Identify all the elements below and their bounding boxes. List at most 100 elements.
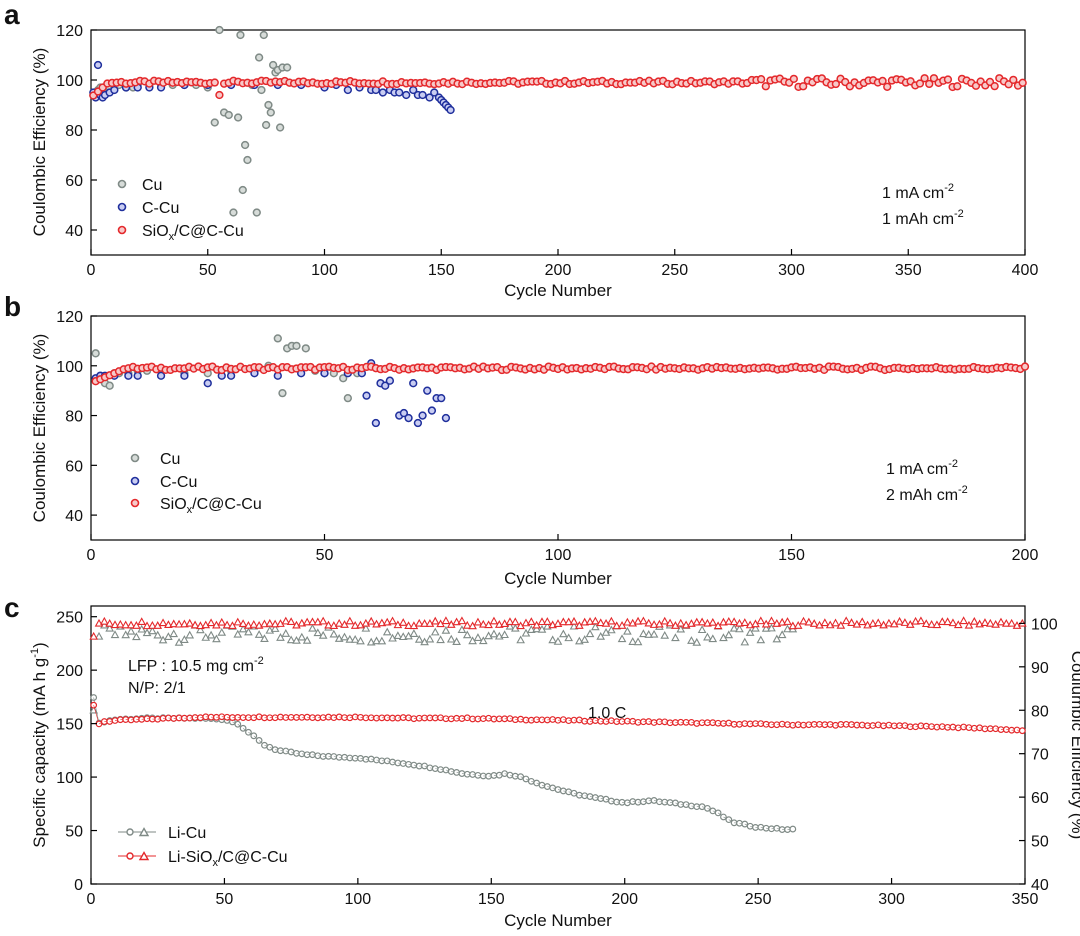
ce-point-li-siox-c-c-cu	[505, 617, 515, 626]
legend-marker-sioxc	[130, 498, 140, 508]
ce-point-li-siox-c-c-cu	[158, 618, 168, 627]
ce-point-li-cu	[233, 629, 243, 638]
ce-point-li-siox-c-c-cu	[190, 620, 200, 629]
ce-point-li-siox-c-c-cu	[185, 618, 195, 627]
ce-point-li-siox-c-c-cu	[345, 616, 355, 625]
legend-label-li-cu: Li-Cu	[168, 825, 206, 842]
ce-point-li-cu	[457, 625, 467, 634]
ce-point-li-siox-c-c-cu	[799, 616, 808, 625]
ce-point-li-cu	[286, 635, 296, 644]
x-tick-label: 50	[316, 547, 334, 564]
ce-point-li-cu	[201, 632, 211, 641]
ce-point-li-siox-c-c-cu	[564, 617, 574, 626]
capacity-point-li-siox-c-c-cu	[90, 701, 98, 709]
y-tick-label: 120	[56, 23, 83, 40]
point-sioxc-c-cu	[210, 78, 219, 87]
y-tick-label: 80	[65, 123, 83, 140]
ce-point-li-siox-c-c-cu	[238, 619, 248, 628]
ce-point-li-siox-c-c-cu	[580, 617, 590, 626]
ce-point-li-siox-c-c-cu	[89, 631, 99, 640]
ce-point-li-siox-c-c-cu	[398, 618, 408, 626]
ce-point-li-cu	[398, 632, 408, 641]
point-cu	[243, 155, 252, 165]
ce-point-li-cu	[761, 623, 771, 632]
point-c-cu	[409, 85, 418, 95]
panel-c-note-rate: 1.0 C	[588, 705, 626, 722]
panel-b-legend: Cu C-Cu SiOx/C@C-Cu	[130, 451, 262, 516]
ce-point-li-cu	[548, 635, 557, 644]
ce-point-li-cu	[409, 629, 419, 637]
ce-point-li-siox-c-c-cu	[110, 620, 120, 629]
ce-point-li-cu	[126, 626, 136, 635]
point-c-cu	[156, 371, 166, 380]
ce-point-li-cu	[212, 634, 221, 643]
point-cu	[224, 110, 233, 120]
point-cu	[233, 113, 243, 122]
ce-point-li-cu	[281, 629, 291, 637]
ce-point-li-siox-c-c-cu	[1012, 621, 1022, 629]
ce-point-li-cu	[244, 627, 253, 636]
panel-c-ticks: 0 50 100 150 200 250 300 350 0 50 100 150 200 250 40 50…	[56, 610, 1058, 908]
point-cu	[343, 393, 353, 403]
ce-point-li-cu	[206, 630, 216, 639]
ce-point-li-siox-c-c-cu	[847, 618, 856, 626]
ce-point-li-cu	[110, 630, 120, 639]
ce-point-li-siox-c-c-cu	[639, 616, 648, 625]
ce-point-li-cu	[441, 625, 451, 634]
point-sioxc-c-cu	[789, 74, 798, 84]
y-tick-label: 0	[74, 877, 83, 894]
ce-point-li-cu	[297, 632, 307, 641]
capacity-point-li-cu	[789, 825, 797, 833]
ce-point-li-siox-c-c-cu	[740, 618, 750, 626]
ce-point-li-siox-c-c-cu	[649, 620, 659, 628]
ce-point-li-cu	[639, 629, 648, 638]
ce-point-li-siox-c-c-cu	[425, 619, 435, 627]
ce-point-li-siox-c-c-cu	[708, 617, 718, 626]
x-tick-label: 50	[216, 891, 234, 908]
ce-point-li-siox-c-c-cu	[713, 621, 723, 630]
ce-point-li-siox-c-c-cu	[206, 618, 216, 627]
ce-point-li-siox-c-c-cu	[169, 619, 179, 628]
point-cu	[268, 60, 278, 70]
ce-point-li-siox-c-c-cu	[1001, 618, 1011, 627]
ce-point-li-cu	[729, 623, 739, 632]
ce-point-li-cu	[185, 630, 195, 639]
y-tick-label: 50	[65, 824, 83, 841]
point-sioxc-c-cu	[1020, 362, 1030, 371]
capacity-point-li-siox-c-c-cu	[106, 718, 114, 725]
y-right-tick-label: 100	[1031, 616, 1058, 633]
ce-point-li-cu	[489, 629, 499, 638]
ce-point-li-siox-c-c-cu	[895, 616, 904, 625]
ce-point-li-siox-c-c-cu	[607, 616, 616, 625]
point-c-cu	[402, 90, 411, 100]
ce-point-li-siox-c-c-cu	[462, 620, 472, 629]
point-sioxc-c-cu	[1018, 78, 1027, 87]
point-cu	[266, 108, 275, 117]
ce-point-li-siox-c-c-cu	[911, 616, 920, 625]
legend-circle-li-cu	[126, 828, 134, 836]
legend-marker-cu	[130, 453, 140, 463]
ce-point-li-cu	[692, 637, 702, 646]
ce-point-li-siox-c-c-cu	[937, 617, 947, 625]
ce-point-li-siox-c-c-cu	[719, 617, 728, 626]
ce-point-li-cu	[121, 630, 131, 639]
point-cu	[105, 381, 114, 390]
ce-point-li-siox-c-c-cu	[804, 617, 814, 626]
ce-point-li-cu	[633, 637, 643, 646]
ce-point-li-siox-c-c-cu	[324, 620, 333, 629]
x-tick-label: 150	[778, 547, 805, 564]
legend-triangle-li-cu	[138, 827, 150, 837]
ce-point-li-cu	[425, 634, 435, 643]
ce-point-li-cu	[270, 624, 280, 632]
point-c-cu	[203, 379, 212, 388]
ce-point-li-cu	[382, 627, 392, 636]
x-tick-label: 300	[778, 262, 805, 279]
ce-point-li-cu	[745, 628, 755, 636]
point-c-cu	[418, 90, 427, 100]
y-right-tick-label: 50	[1031, 834, 1049, 851]
legend-label-cu: Cu	[160, 451, 180, 468]
ce-point-li-siox-c-c-cu	[916, 616, 926, 625]
panel-a: a 0 50 100 150 200 250 300 350 400 40 60 80 100 120 C…	[4, 0, 1038, 300]
ce-point-li-siox-c-c-cu	[809, 619, 819, 627]
ce-point-li-siox-c-c-cu	[233, 617, 243, 626]
